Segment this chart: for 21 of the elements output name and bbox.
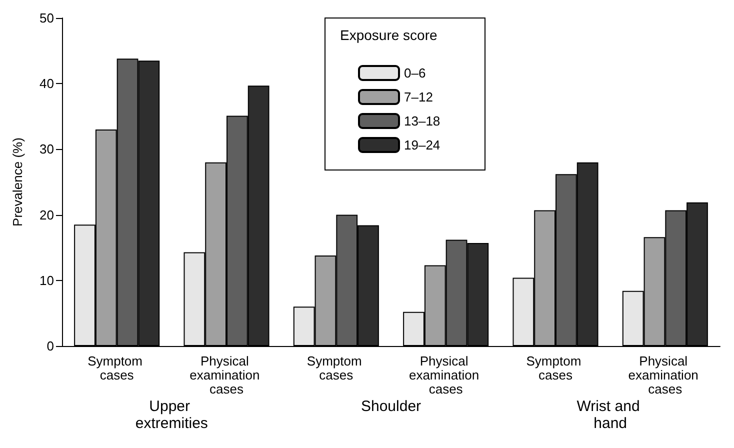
legend-label: 13–18 xyxy=(404,114,440,128)
y-tick-label: 40 xyxy=(40,76,54,92)
x-tick-label: Symptom cases xyxy=(306,354,366,382)
text: Upper extremities xyxy=(135,398,208,432)
text: Wrist and hand xyxy=(576,398,644,432)
x-tick-label: Symptom cases xyxy=(88,354,146,382)
legend-title: Exposure score xyxy=(340,27,438,43)
legend-label: 7–12 xyxy=(404,90,433,104)
x-tick-label: Physical examination cases xyxy=(628,354,702,396)
text: Shoulder xyxy=(360,398,422,415)
x-tick-label: Symptom cases xyxy=(526,354,585,382)
y-tick-label: 10 xyxy=(40,272,54,288)
y-tick-label: 30 xyxy=(40,142,54,157)
x-tick-label: Physical examination cases xyxy=(408,354,483,396)
y-tick-label: 50 xyxy=(40,10,54,26)
legend-label: 0–6 xyxy=(404,66,426,80)
legend-label: 19–24 xyxy=(404,138,440,152)
y-axis-title: Prevalence (%) xyxy=(10,138,25,226)
y-tick-label: 20 xyxy=(40,207,54,222)
y-tick-label: 0 xyxy=(46,338,54,354)
x-tick-label: Physical examination cases xyxy=(190,354,264,396)
